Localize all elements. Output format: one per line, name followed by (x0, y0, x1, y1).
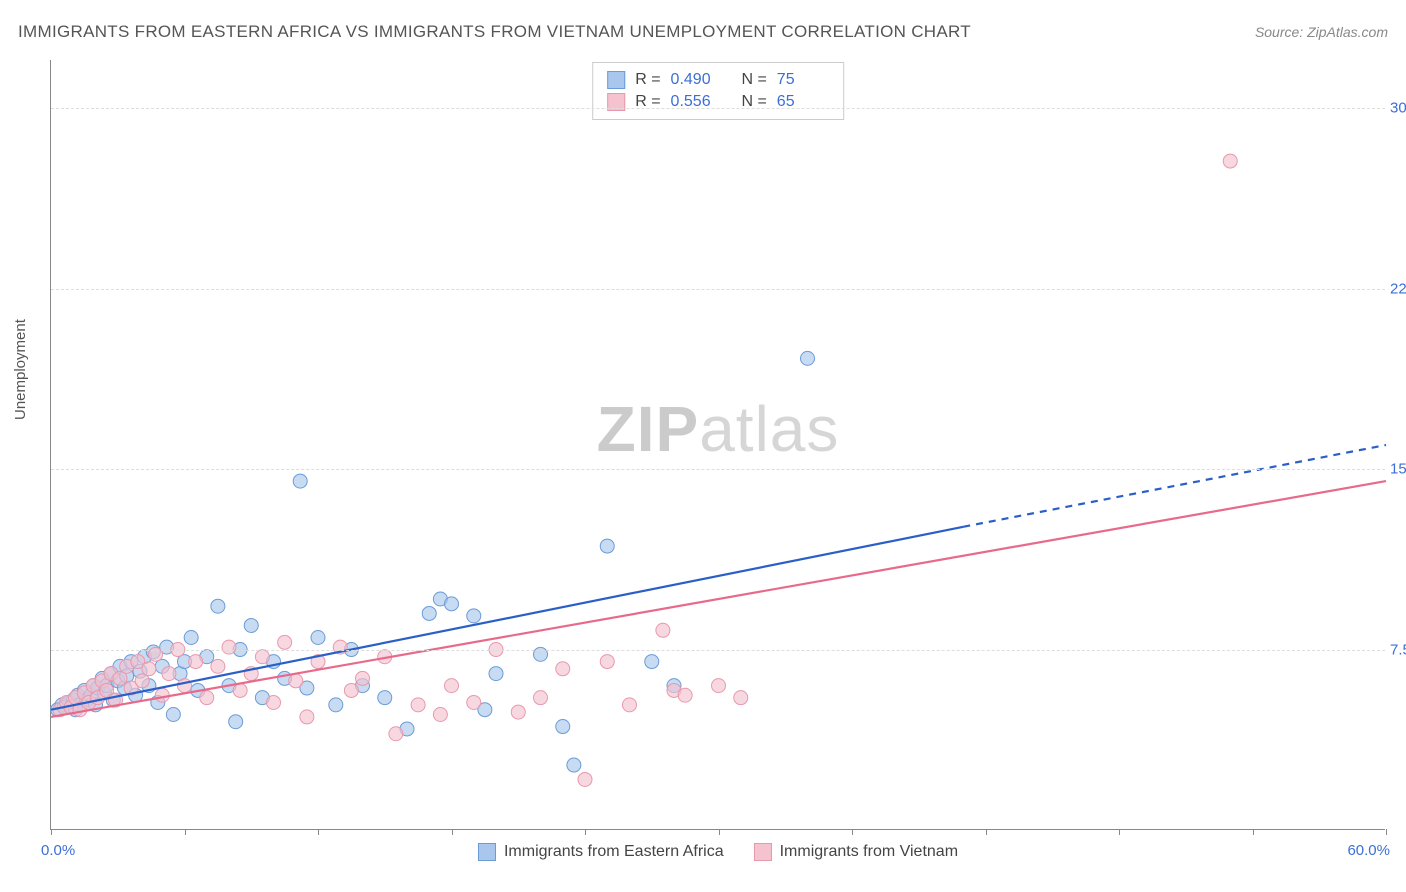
data-point (211, 599, 225, 613)
data-point (645, 655, 659, 669)
x-tick (185, 829, 186, 835)
x-tick (585, 829, 586, 835)
data-point (433, 708, 447, 722)
x-tick (1386, 829, 1387, 835)
plot-area: ZIPatlas R = 0.490 N = 75R = 0.556 N = 6… (50, 60, 1385, 830)
gridline (51, 469, 1385, 470)
data-point (255, 650, 269, 664)
gridline (51, 108, 1385, 109)
x-tick (318, 829, 319, 835)
data-point (556, 662, 570, 676)
data-point (200, 691, 214, 705)
data-point (267, 695, 281, 709)
data-point (222, 640, 236, 654)
data-point (211, 659, 225, 673)
data-point (678, 688, 692, 702)
legend-correlation-row: R = 0.490 N = 75 (607, 69, 829, 91)
data-point (801, 351, 815, 365)
data-point (600, 655, 614, 669)
data-point (166, 708, 180, 722)
legend-swatch (478, 843, 496, 861)
r-value: 0.490 (671, 71, 723, 89)
regression-line (51, 527, 963, 710)
data-point (233, 683, 247, 697)
legend-series-item: Immigrants from Vietnam (754, 843, 958, 861)
r-label: R = (635, 71, 660, 89)
gridline (51, 650, 1385, 651)
data-point (356, 671, 370, 685)
x-tick (986, 829, 987, 835)
data-point (511, 705, 525, 719)
data-point (734, 691, 748, 705)
chart-title: IMMIGRANTS FROM EASTERN AFRICA VS IMMIGR… (18, 22, 971, 42)
data-point (712, 679, 726, 693)
data-point (162, 667, 176, 681)
data-point (278, 635, 292, 649)
x-tick (51, 829, 52, 835)
x-tick (1253, 829, 1254, 835)
source-label: Source: ZipAtlas.com (1255, 24, 1388, 40)
x-tick (452, 829, 453, 835)
gridline (51, 289, 1385, 290)
legend-correlation-row: R = 0.556 N = 65 (607, 91, 829, 113)
data-point (445, 679, 459, 693)
x-axis-min-label: 0.0% (41, 842, 75, 859)
data-point (1223, 154, 1237, 168)
y-tick-label: 7.5% (1390, 641, 1406, 658)
data-point (184, 631, 198, 645)
x-tick (852, 829, 853, 835)
data-point (389, 727, 403, 741)
data-point (534, 691, 548, 705)
n-value: 75 (777, 71, 829, 89)
data-point (489, 667, 503, 681)
data-point (411, 698, 425, 712)
data-point (467, 609, 481, 623)
data-point (329, 698, 343, 712)
y-tick-label: 30.0% (1390, 100, 1406, 117)
data-point (467, 695, 481, 709)
legend-series: Immigrants from Eastern Africa Immigrants… (478, 843, 958, 861)
data-point (178, 679, 192, 693)
data-point (556, 720, 570, 734)
data-point (155, 688, 169, 702)
legend-series-label: Immigrants from Vietnam (780, 843, 958, 861)
data-point (293, 474, 307, 488)
data-point (189, 655, 203, 669)
data-point (567, 758, 581, 772)
data-point (600, 539, 614, 553)
legend-correlation: R = 0.490 N = 75R = 0.556 N = 65 (592, 62, 844, 120)
y-tick-label: 22.5% (1390, 280, 1406, 297)
data-point (344, 683, 358, 697)
data-point (142, 662, 156, 676)
legend-series-item: Immigrants from Eastern Africa (478, 843, 724, 861)
x-axis-max-label: 60.0% (1347, 842, 1390, 859)
data-point (300, 710, 314, 724)
x-tick (1119, 829, 1120, 835)
chart-svg (51, 60, 1385, 829)
data-point (656, 623, 670, 637)
data-point (578, 772, 592, 786)
data-point (378, 691, 392, 705)
legend-swatch (754, 843, 772, 861)
regression-line-extrapolated (963, 445, 1386, 527)
x-tick (719, 829, 720, 835)
data-point (289, 674, 303, 688)
data-point (623, 698, 637, 712)
data-point (229, 715, 243, 729)
data-point (311, 631, 325, 645)
title-bar: IMMIGRANTS FROM EASTERN AFRICA VS IMMIGR… (18, 22, 1388, 42)
y-tick-label: 15.0% (1390, 461, 1406, 478)
data-point (445, 597, 459, 611)
n-label: N = (733, 71, 767, 89)
legend-swatch (607, 71, 625, 89)
y-axis-label: Unemployment (12, 319, 29, 420)
data-point (244, 618, 258, 632)
legend-series-label: Immigrants from Eastern Africa (504, 843, 724, 861)
data-point (422, 606, 436, 620)
